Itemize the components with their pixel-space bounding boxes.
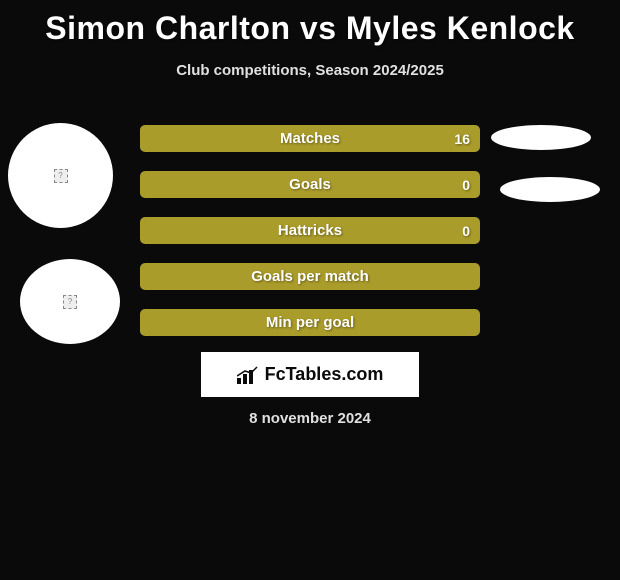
stat-bar-goals-per-match: Goals per match — [140, 263, 480, 290]
vs-text: vs — [300, 10, 337, 46]
stat-bar-min-per-goal: Min per goal — [140, 309, 480, 336]
stat-label: Min per goal — [266, 314, 354, 331]
player1-avatar: ? — [8, 123, 113, 228]
stat-label: Goals per match — [251, 268, 369, 285]
stat-value: 0 — [462, 177, 470, 193]
stat-label: Matches — [280, 130, 340, 147]
stat-label: Goals — [289, 176, 331, 193]
stat-value: 16 — [454, 131, 470, 147]
player1-name: Simon Charlton — [45, 10, 290, 46]
placeholder-icon: ? — [54, 169, 68, 183]
side-indicator-1 — [491, 125, 591, 150]
stat-label: Hattricks — [278, 222, 342, 239]
comparison-title: Simon Charlton vs Myles Kenlock — [0, 0, 620, 47]
side-indicator-2 — [500, 177, 600, 202]
date-label: 8 november 2024 — [0, 410, 620, 427]
subtitle-text: Club competitions, Season 2024/2025 — [0, 62, 620, 79]
logo-text-label: FcTables.com — [265, 364, 384, 385]
stat-bar-matches: Matches 16 — [140, 125, 480, 152]
stat-bar-hattricks: Hattricks 0 — [140, 217, 480, 244]
chart-icon — [237, 366, 259, 384]
stat-value: 0 — [462, 223, 470, 239]
logo-content: FcTables.com — [237, 364, 384, 385]
placeholder-icon: ? — [63, 295, 77, 309]
fctables-logo: FcTables.com — [201, 352, 419, 397]
stat-bar-goals: Goals 0 — [140, 171, 480, 198]
stats-bars-container: Matches 16 Goals 0 Hattricks 0 Goals per… — [140, 125, 480, 355]
player2-avatar: ? — [20, 259, 120, 344]
player2-name: Myles Kenlock — [346, 10, 575, 46]
